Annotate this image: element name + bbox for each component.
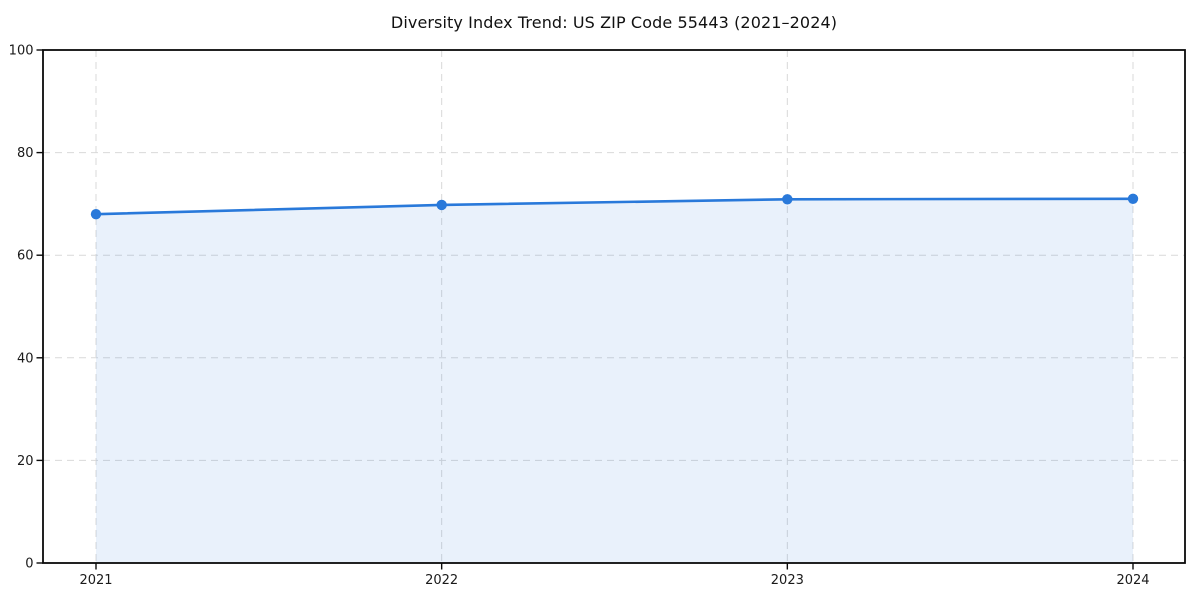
- x-tick-label: 2023: [771, 573, 804, 588]
- y-tick-label: 20: [17, 454, 34, 469]
- area-fill: [96, 198, 1133, 563]
- y-tick-label: 100: [9, 44, 34, 59]
- plot-border: [42, 49, 1186, 564]
- data-point-2024: [1127, 193, 1139, 204]
- x-tick-label: 2021: [79, 573, 112, 588]
- data-point-2022: [436, 199, 447, 211]
- y-tick-label: 80: [17, 146, 34, 161]
- chart-title: Diversity Index Trend: US ZIP Code 55443…: [390, 13, 838, 32]
- y-tick-label: 40: [17, 351, 34, 366]
- x-tick-label: 2022: [425, 573, 458, 588]
- y-tick-label: 60: [17, 249, 34, 264]
- data-point-2023: [782, 194, 793, 205]
- trend-line: [94, 197, 1135, 216]
- data-point-2021: [90, 208, 102, 220]
- x-tick-label: 2024: [1116, 573, 1149, 588]
- y-tick-label: 0: [25, 557, 33, 572]
